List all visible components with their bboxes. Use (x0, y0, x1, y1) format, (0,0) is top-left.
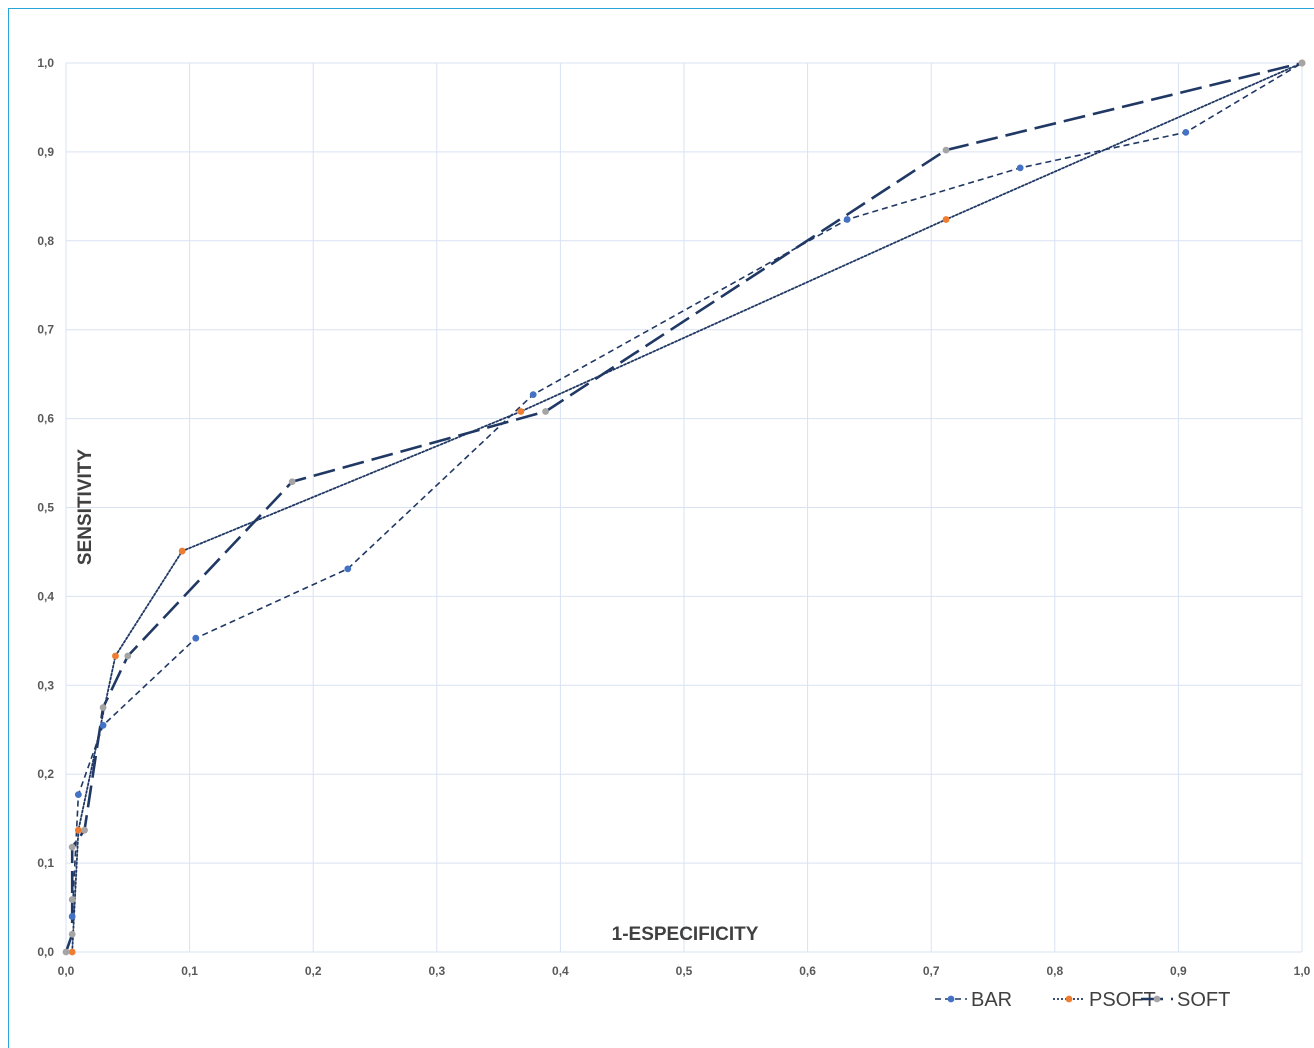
data-point-bar (68, 913, 76, 920)
y-tick-label: 0,3 (37, 678, 54, 692)
data-point-psoft (178, 547, 186, 555)
legend-marker (1065, 995, 1073, 1003)
legend-label: BAR (971, 989, 1012, 1011)
x-tick-label: 0,3 (428, 964, 445, 978)
x-tick-label: 0,4 (552, 964, 569, 978)
data-point-bar (843, 216, 851, 223)
legend-marker (1153, 995, 1161, 1003)
data-point-soft (542, 408, 549, 415)
data-point-bar (1016, 164, 1024, 172)
legend-item-psoft: PSOFT (1053, 989, 1156, 1011)
data-point-soft (68, 843, 76, 851)
legend-marker (947, 995, 955, 1003)
data-point-soft (68, 896, 76, 903)
y-tick-label: 0,0 (37, 945, 54, 959)
data-point-psoft (517, 408, 525, 415)
y-tick-label: 0,8 (37, 234, 54, 248)
x-tick-label: 0,6 (799, 964, 816, 978)
y-tick-label: 0,2 (37, 767, 54, 781)
data-point-soft (99, 704, 107, 711)
data-point-soft (81, 826, 88, 834)
data-point-bar (192, 634, 200, 642)
data-point-soft (288, 478, 296, 486)
chart-frame (8, 8, 1314, 1048)
data-point-psoft (68, 948, 76, 956)
y-tick-label: 0,6 (37, 412, 54, 426)
x-tick-label: 0,0 (58, 964, 75, 978)
y-tick-label: 0,4 (37, 589, 54, 603)
data-point-soft (942, 146, 950, 154)
legend-item-soft: SOFT (1141, 989, 1230, 1011)
y-axis-title: SENSITIVITY (75, 449, 96, 565)
y-tick-label: 0,9 (37, 145, 54, 159)
x-tick-label: 0,7 (923, 964, 940, 978)
data-point-bar (1182, 128, 1190, 136)
data-point-bar (529, 391, 537, 398)
series-line-bar (71, 62, 1303, 917)
data-point-psoft (112, 652, 119, 660)
x-tick-label: 0,1 (181, 964, 198, 978)
y-tick-labels: 0,0 0,1 0,2 0,3 0,4 0,5 0,6 0,7 0,8 0,9 1,0 (37, 56, 54, 959)
x-tick-label: 0,5 (676, 964, 693, 978)
y-tick-label: 0,5 (37, 501, 54, 515)
legend-label: SOFT (1177, 989, 1230, 1011)
legend-label: PSOFT (1089, 989, 1156, 1011)
data-point-bar (74, 791, 82, 799)
data-point-soft (62, 948, 70, 956)
data-point-psoft (942, 216, 950, 223)
x-tick-label: 1,0 (1294, 964, 1311, 978)
x-tick-label: 0,8 (1046, 964, 1063, 978)
data-point-soft (124, 652, 132, 660)
x-axis-title: 1-ESPECIFICITY (612, 924, 759, 945)
x-tick-label: 0,2 (305, 964, 322, 978)
grid (65, 62, 1303, 953)
x-tick-labels: 0,0 0,1 0,2 0,3 0,4 0,5 0,6 0,7 0,8 0,9 1,0 (58, 964, 1311, 978)
y-tick-label: 0,7 (37, 323, 54, 337)
x-tick-label: 0,9 (1170, 964, 1187, 978)
legend-item-bar: BAR (935, 989, 1012, 1011)
y-tick-label: 0,1 (37, 856, 54, 870)
y-tick-label: 1,0 (37, 56, 54, 70)
data-point-soft (1298, 59, 1306, 67)
data-point-soft (68, 930, 76, 938)
data-point-bar (344, 565, 352, 573)
data-point-bar (99, 721, 107, 729)
series-points (62, 59, 1306, 956)
data-point-psoft (74, 826, 82, 834)
legend: BAR PSOFT SOFT (935, 989, 1230, 1011)
